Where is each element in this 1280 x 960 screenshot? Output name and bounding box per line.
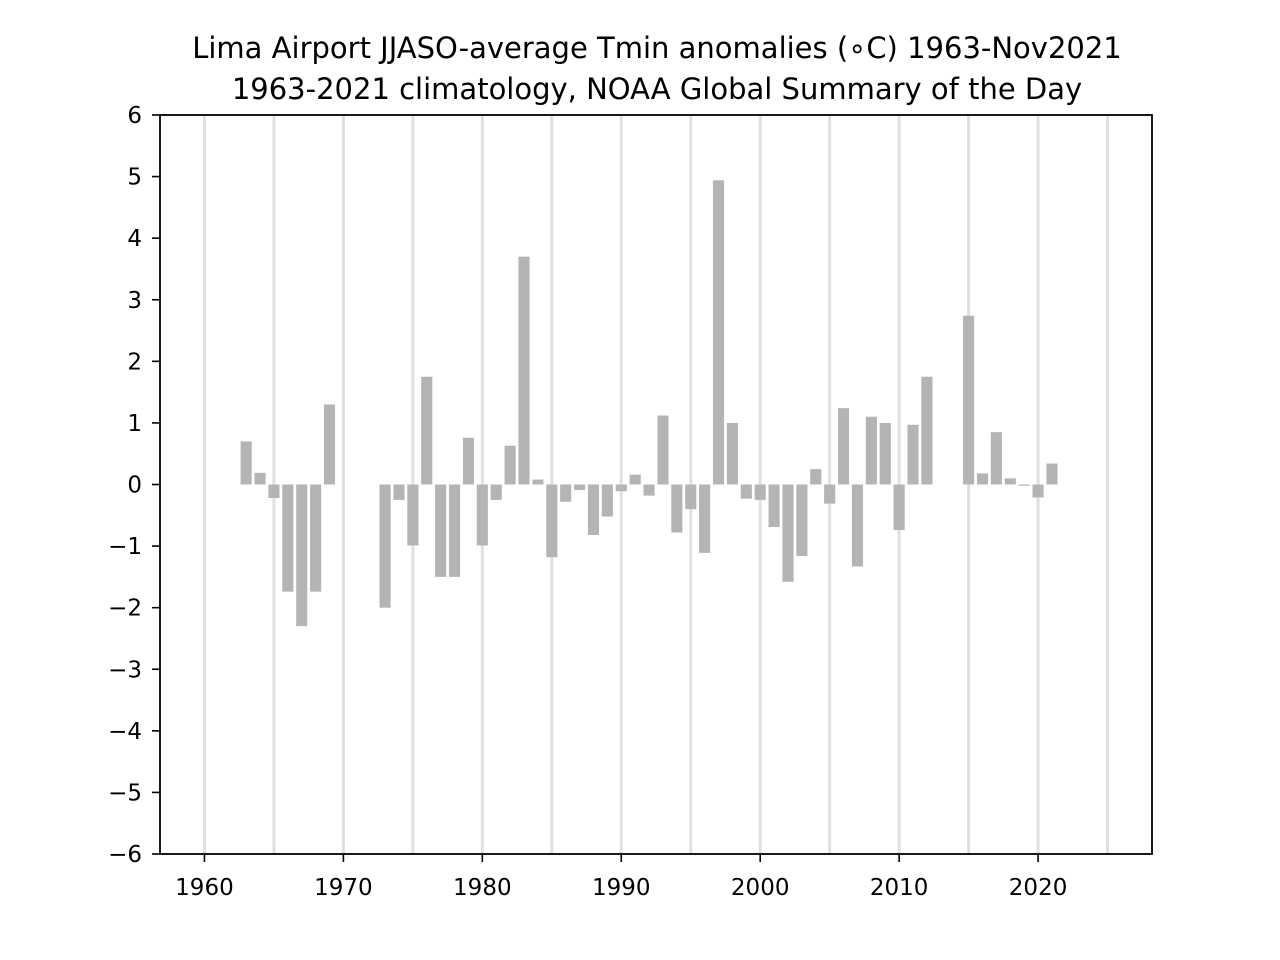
y-axis: −6 −5 −4 −3 −2 −1 0 1 2 3 4 5 6 — [108, 103, 160, 868]
bar-1980 — [476, 484, 488, 546]
bar-1998 — [726, 422, 738, 485]
bar-1994 — [671, 484, 683, 533]
bar-1963 — [240, 441, 252, 485]
y-tick-label: −6 — [108, 842, 142, 868]
bar-1973 — [379, 484, 391, 608]
bar-1993 — [657, 415, 669, 485]
y-tick-label: −3 — [108, 657, 142, 683]
bar-2020 — [1032, 484, 1044, 498]
x-tick-label: 2000 — [731, 875, 790, 901]
bar-1969 — [323, 404, 336, 485]
bar-1978 — [448, 484, 461, 577]
y-tick-label: −2 — [108, 596, 142, 622]
bar-1990 — [615, 484, 627, 492]
y-tick-label: 4 — [127, 226, 142, 252]
bar-1999 — [740, 484, 752, 499]
x-tick-label: 2020 — [1009, 875, 1068, 901]
bar-1966 — [282, 484, 294, 592]
bar-2012 — [921, 376, 933, 485]
bar-2015 — [963, 315, 975, 485]
y-tick-label: 3 — [127, 288, 142, 314]
bar-2017 — [990, 432, 1002, 485]
y-tick-label: 0 — [127, 473, 142, 499]
bar-2005 — [824, 484, 836, 504]
bar-1995 — [685, 484, 697, 510]
bar-1965 — [268, 484, 280, 499]
bar-1983 — [518, 256, 530, 485]
bar-2001 — [768, 484, 780, 527]
plot-frame — [159, 114, 1153, 855]
bar-2008 — [865, 416, 877, 485]
chart-title: Lima Airport JJASO-average Tmin anomalie… — [192, 31, 1122, 65]
bar-1984 — [532, 479, 544, 485]
y-tick-label: 6 — [127, 103, 142, 129]
bar-1997 — [712, 180, 725, 485]
bar-2000 — [754, 484, 766, 500]
bars — [240, 180, 1058, 627]
y-tick-label: 2 — [127, 349, 142, 375]
bar-2016 — [976, 473, 989, 485]
x-tick-label: 1980 — [453, 875, 512, 901]
bar-1977 — [435, 484, 447, 577]
bar-2003 — [796, 484, 808, 556]
bar-1987 — [574, 484, 586, 491]
bar-1975 — [407, 484, 419, 546]
bar-1967 — [296, 484, 308, 627]
bar-1988 — [587, 484, 600, 535]
chart-subtitle: 1963-2021 climatology, NOAA Global Summa… — [232, 72, 1082, 106]
bar-1979 — [462, 437, 474, 485]
bar-2018 — [1004, 478, 1016, 485]
bar-1996 — [699, 484, 711, 553]
bar-1991 — [629, 474, 641, 485]
y-tick-label: −4 — [108, 719, 142, 745]
bar-2009 — [879, 422, 891, 485]
bar-1986 — [560, 484, 572, 502]
bar-2010 — [893, 484, 905, 531]
bar-1981 — [490, 484, 502, 500]
bar-1968 — [310, 484, 322, 592]
x-tick-label: 1990 — [592, 875, 651, 901]
y-tick-label: 1 — [127, 411, 142, 437]
y-tick-label: −5 — [108, 780, 142, 806]
bar-1985 — [546, 484, 558, 558]
x-tick-label: 1970 — [314, 875, 373, 901]
y-tick-label: 5 — [127, 165, 142, 191]
x-tick-label: 1960 — [175, 875, 234, 901]
y-tick-label: −1 — [108, 534, 142, 560]
bar-1982 — [504, 445, 516, 485]
x-tick-label: 2010 — [870, 875, 929, 901]
bar-1964 — [254, 472, 266, 485]
x-axis: 1960 1970 1980 1990 2000 2010 2020 — [175, 854, 1067, 901]
bar-2002 — [782, 484, 794, 582]
bar-1974 — [393, 484, 405, 500]
bar-1976 — [421, 376, 433, 485]
bar-2006 — [838, 408, 850, 485]
bar-2011 — [907, 424, 919, 485]
bar-2021 — [1046, 463, 1058, 485]
bar-2019 — [1018, 484, 1030, 486]
bar-2007 — [851, 484, 864, 567]
bar-2004 — [810, 469, 822, 485]
bar-1992 — [643, 484, 655, 496]
bar-1989 — [601, 484, 613, 517]
